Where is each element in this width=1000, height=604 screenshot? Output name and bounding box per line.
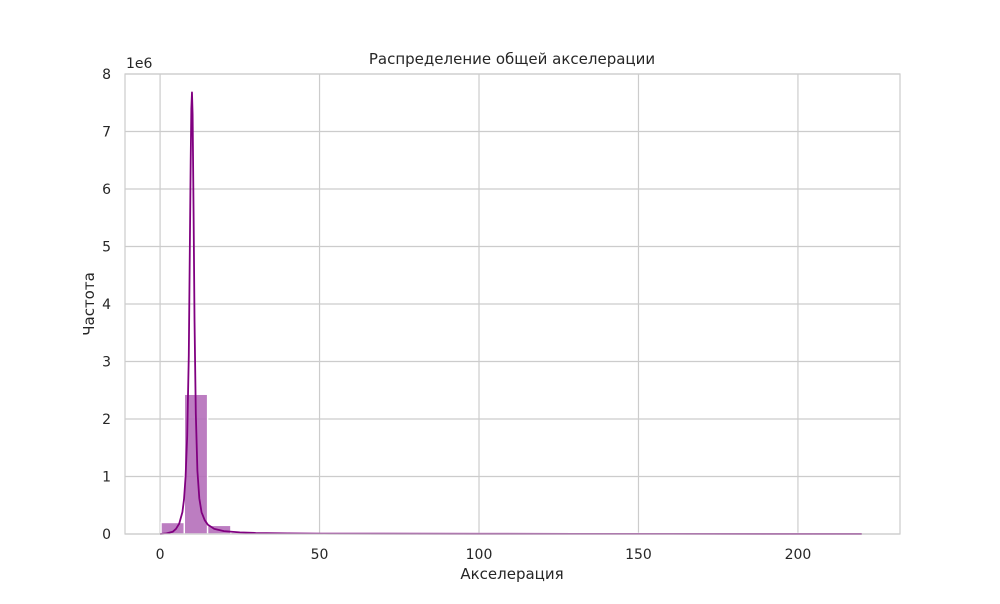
y-tick-label: 4 <box>102 297 111 313</box>
y-tick-label: 5 <box>102 240 111 256</box>
y-tick-label: 7 <box>102 125 111 141</box>
x-tick-label: 150 <box>625 547 652 563</box>
x-tick-label: 100 <box>466 547 493 563</box>
plot-frame <box>124 73 901 535</box>
y-offset-text: 1e6 <box>126 56 153 72</box>
y-tick-labels: 0 1 2 3 4 5 6 7 8 <box>102 67 111 543</box>
x-tick-label: 50 <box>311 547 329 563</box>
x-tick-label: 0 <box>156 547 165 563</box>
kde-layer <box>159 91 862 535</box>
x-tick-label: 200 <box>785 547 812 563</box>
x-axis-label: Акселерация <box>460 565 563 583</box>
chart-title: Распределение общей акселерации <box>369 50 655 68</box>
y-tick-label: 8 <box>102 67 111 83</box>
y-tick-label: 0 <box>102 527 111 543</box>
grid <box>125 73 900 535</box>
y-tick-label: 2 <box>102 412 111 428</box>
y-tick-label: 1 <box>102 470 111 486</box>
x-tick-labels: 0 50 100 150 200 <box>156 547 812 563</box>
y-tick-label: 3 <box>102 355 111 371</box>
histogram-bars <box>160 393 861 535</box>
y-axis-label: Частота <box>80 272 98 336</box>
kde-curve <box>159 91 862 535</box>
y-tick-label: 6 <box>102 182 111 198</box>
